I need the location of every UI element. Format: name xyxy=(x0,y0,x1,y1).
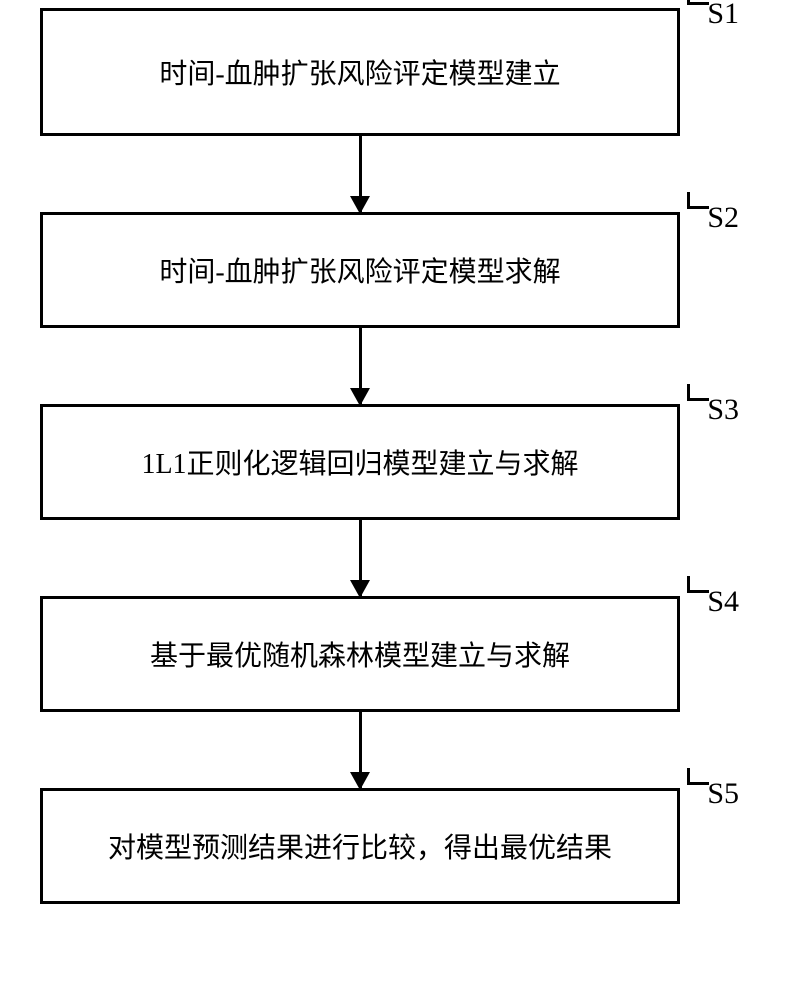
arrow-2 xyxy=(40,328,680,404)
step-label-s4: S4 xyxy=(707,585,739,619)
connector-line-s2 xyxy=(687,192,709,209)
step-text-s4: 基于最优随机森林模型建立与求解 xyxy=(130,634,590,674)
step-label-s2: S2 xyxy=(707,201,739,235)
step-label-text-s3: S3 xyxy=(707,393,739,426)
step-label-text-s5: S5 xyxy=(707,777,739,810)
arrow-shape-4 xyxy=(359,712,362,788)
step-label-s3: S3 xyxy=(707,393,739,427)
step-label-text-s2: S2 xyxy=(707,201,739,234)
step-label-text-s4: S4 xyxy=(707,585,739,618)
connector-line-s4 xyxy=(687,576,709,593)
step-box-s1: 时间-血肿扩张风险评定模型建立 S1 xyxy=(40,8,680,136)
arrow-1 xyxy=(40,136,680,212)
arrow-shape-3 xyxy=(359,520,362,596)
step-text-s3: 1L1正则化逻辑回归模型建立与求解 xyxy=(121,442,598,482)
step-box-s4: 基于最优随机森林模型建立与求解 S4 xyxy=(40,596,680,712)
connector-line-s3 xyxy=(687,384,709,401)
arrow-shape-1 xyxy=(359,136,362,212)
step-text-s1: 时间-血肿扩张风险评定模型建立 xyxy=(139,52,580,92)
arrow-shape-2 xyxy=(359,328,362,404)
step-box-s3: 1L1正则化逻辑回归模型建立与求解 S3 xyxy=(40,404,680,520)
step-label-s1: S1 xyxy=(707,0,739,31)
step-text-s5: 对模型预测结果进行比较，得出最优结果 xyxy=(88,826,632,866)
flowchart-container: 时间-血肿扩张风险评定模型建立 S1 时间-血肿扩张风险评定模型求解 S2 1L… xyxy=(40,8,740,904)
step-text-s2: 时间-血肿扩张风险评定模型求解 xyxy=(139,250,580,290)
arrow-4 xyxy=(40,712,680,788)
connector-line-s1 xyxy=(687,0,709,5)
step-label-s5: S5 xyxy=(707,777,739,811)
step-box-s2: 时间-血肿扩张风险评定模型求解 S2 xyxy=(40,212,680,328)
arrow-3 xyxy=(40,520,680,596)
step-box-s5: 对模型预测结果进行比较，得出最优结果 S5 xyxy=(40,788,680,904)
step-label-text-s1: S1 xyxy=(707,0,739,30)
connector-line-s5 xyxy=(687,768,709,785)
